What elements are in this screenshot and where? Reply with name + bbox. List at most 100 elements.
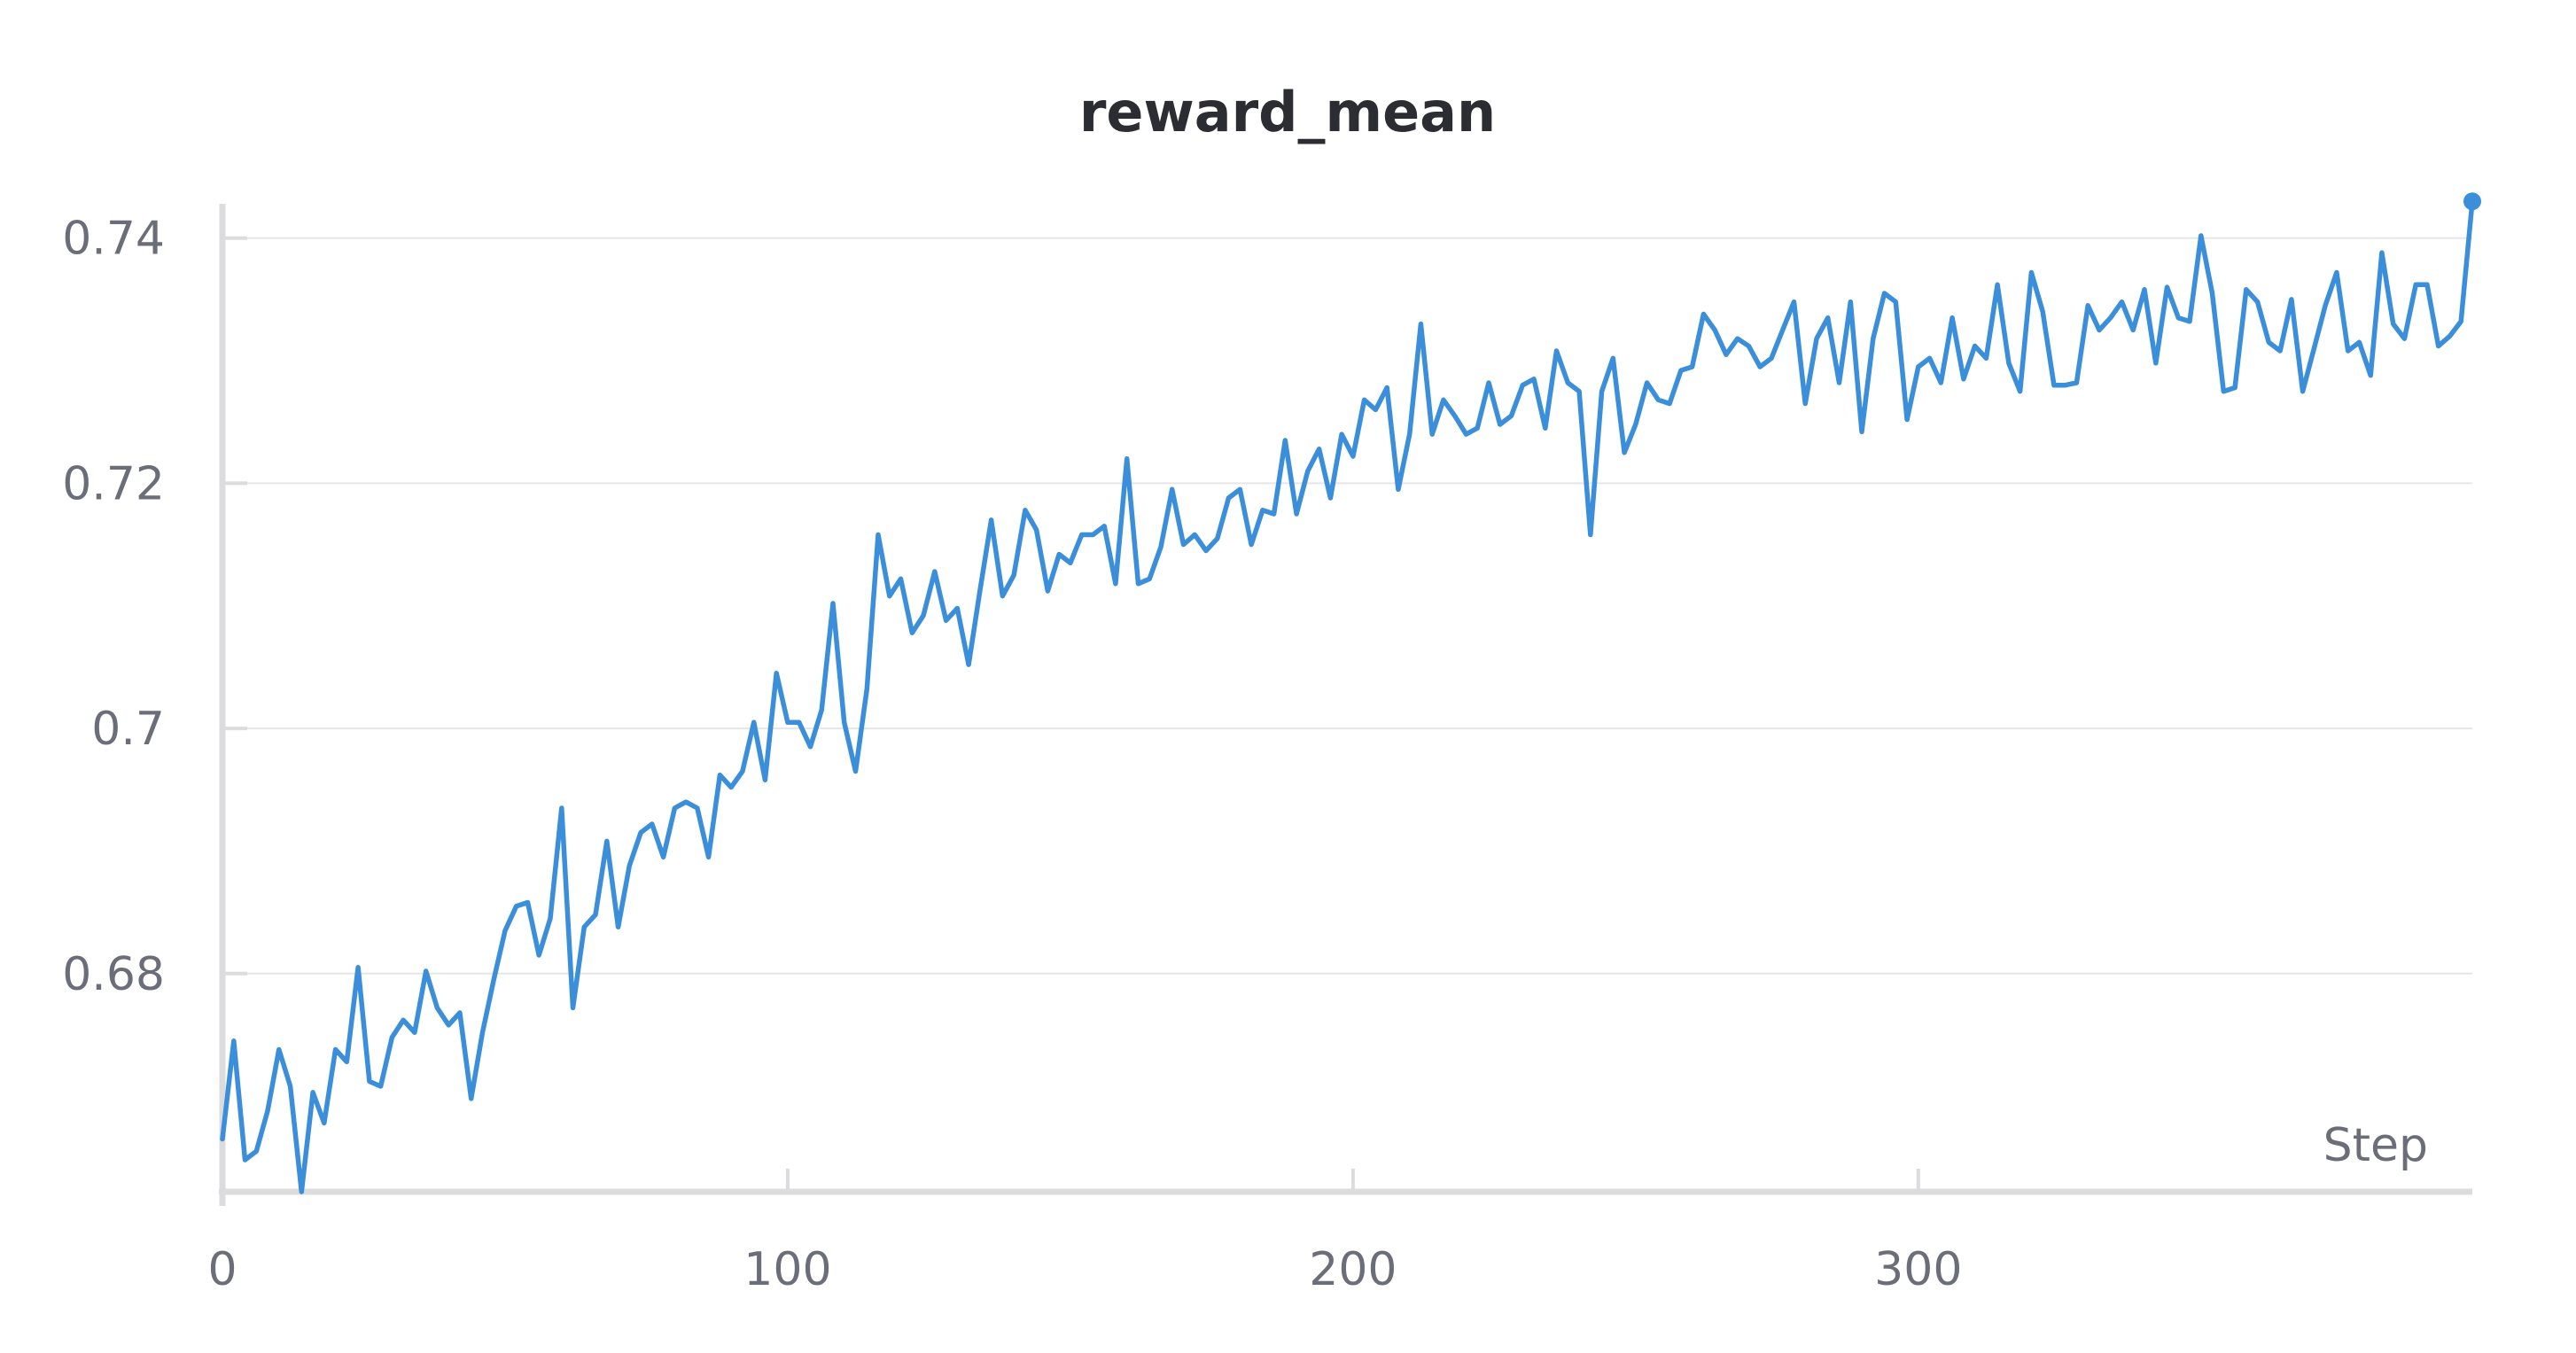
data-point — [2313, 347, 2315, 350]
data-point — [334, 1048, 337, 1051]
data-point — [289, 1085, 292, 1088]
data-point — [1612, 357, 1615, 360]
data-point — [854, 770, 857, 773]
data-point — [888, 595, 891, 597]
data-point — [2268, 341, 2270, 344]
data-point — [2132, 329, 2135, 331]
data-point — [1374, 408, 1377, 411]
data-point — [391, 1036, 393, 1038]
data-point — [2460, 320, 2463, 323]
data-point — [1770, 357, 1772, 360]
data-point — [1069, 562, 1071, 564]
data-point — [1623, 451, 1626, 454]
data-point — [1103, 525, 1106, 527]
data-point — [650, 822, 653, 825]
data-point — [1724, 354, 1727, 356]
data-point — [1849, 300, 1852, 303]
data-point — [447, 1023, 450, 1026]
data-point — [402, 1019, 405, 1022]
data-point — [990, 518, 992, 521]
data-point — [662, 856, 665, 859]
data-point — [2109, 316, 2112, 319]
data-point — [222, 1138, 224, 1140]
data-point — [1250, 543, 1253, 546]
data-point — [1702, 313, 1705, 315]
chart-title: reward_mean — [1079, 80, 1496, 144]
data-point — [685, 801, 688, 804]
data-point — [1114, 582, 1117, 585]
data-point — [1861, 431, 1864, 433]
data-point — [1669, 402, 1671, 405]
data-point — [2087, 304, 2090, 307]
last-point-marker — [2463, 192, 2481, 211]
data-point — [379, 1085, 382, 1088]
data-point — [617, 926, 619, 929]
data-point — [821, 709, 823, 711]
data-point — [2097, 329, 2100, 331]
data-point — [1781, 329, 1784, 331]
data-point — [1487, 381, 1490, 384]
data-point — [2358, 341, 2361, 344]
data-point — [1679, 369, 1682, 372]
data-point — [2030, 271, 2033, 274]
x-tick-label: 300 — [1874, 1243, 1962, 1296]
data-point — [255, 1150, 258, 1153]
data-point — [2403, 338, 2406, 340]
data-point — [1691, 365, 1693, 368]
data-point — [1951, 316, 1954, 319]
data-point — [1657, 399, 1660, 401]
data-point — [2064, 384, 2066, 386]
data-point — [2279, 350, 2282, 353]
data-point — [843, 721, 845, 724]
data-point — [300, 1191, 303, 1194]
data-point — [1013, 574, 1016, 577]
data-point — [458, 1012, 461, 1015]
data-point — [323, 1122, 325, 1124]
data-point — [1906, 418, 1909, 421]
data-point — [2075, 381, 2078, 384]
data-point — [549, 917, 552, 920]
data-point — [1272, 512, 1275, 515]
data-point — [470, 1097, 472, 1100]
data-point — [267, 1109, 269, 1112]
data-point — [1985, 357, 1988, 360]
y-tick-label: 0.74 — [62, 213, 165, 266]
tick-labels: 0.68 0.7 0.72 0.74 0 100 200 300 — [62, 213, 1962, 1296]
data-point — [707, 856, 710, 859]
y-tick-label: 0.68 — [62, 948, 165, 1001]
data-point — [2425, 284, 2428, 286]
data-point — [1917, 365, 1919, 368]
data-point — [2007, 362, 2010, 364]
data-point — [1714, 329, 1716, 331]
data-point — [2154, 362, 2157, 364]
data-point — [798, 721, 800, 724]
data-point — [1001, 595, 1004, 597]
data-point — [1600, 390, 1603, 393]
data-point — [2042, 310, 2044, 313]
data-point — [956, 607, 959, 610]
data-point — [2346, 350, 2349, 353]
data-point — [560, 807, 563, 810]
data-point — [2392, 323, 2394, 325]
data-point — [572, 1007, 574, 1009]
x-tick-label: 200 — [1309, 1243, 1397, 1296]
data-point — [481, 1031, 484, 1034]
data-point — [1227, 497, 1230, 500]
data-point — [1940, 381, 1942, 384]
data-point — [2177, 316, 2180, 319]
data-point — [2370, 374, 2372, 377]
data-point — [1747, 345, 1750, 347]
data-point — [752, 721, 755, 724]
data-point — [1363, 399, 1366, 401]
data-point — [1973, 345, 1976, 347]
data-point — [1148, 578, 1151, 580]
data-point — [1826, 316, 1829, 319]
data-point — [1521, 384, 1524, 386]
data-point — [1284, 439, 1287, 441]
data-point — [2380, 252, 2383, 254]
data-point — [2211, 292, 2214, 294]
data-point — [1420, 323, 1422, 325]
data-point — [1408, 433, 1411, 436]
data-point — [368, 1080, 370, 1083]
data-point — [583, 926, 586, 929]
